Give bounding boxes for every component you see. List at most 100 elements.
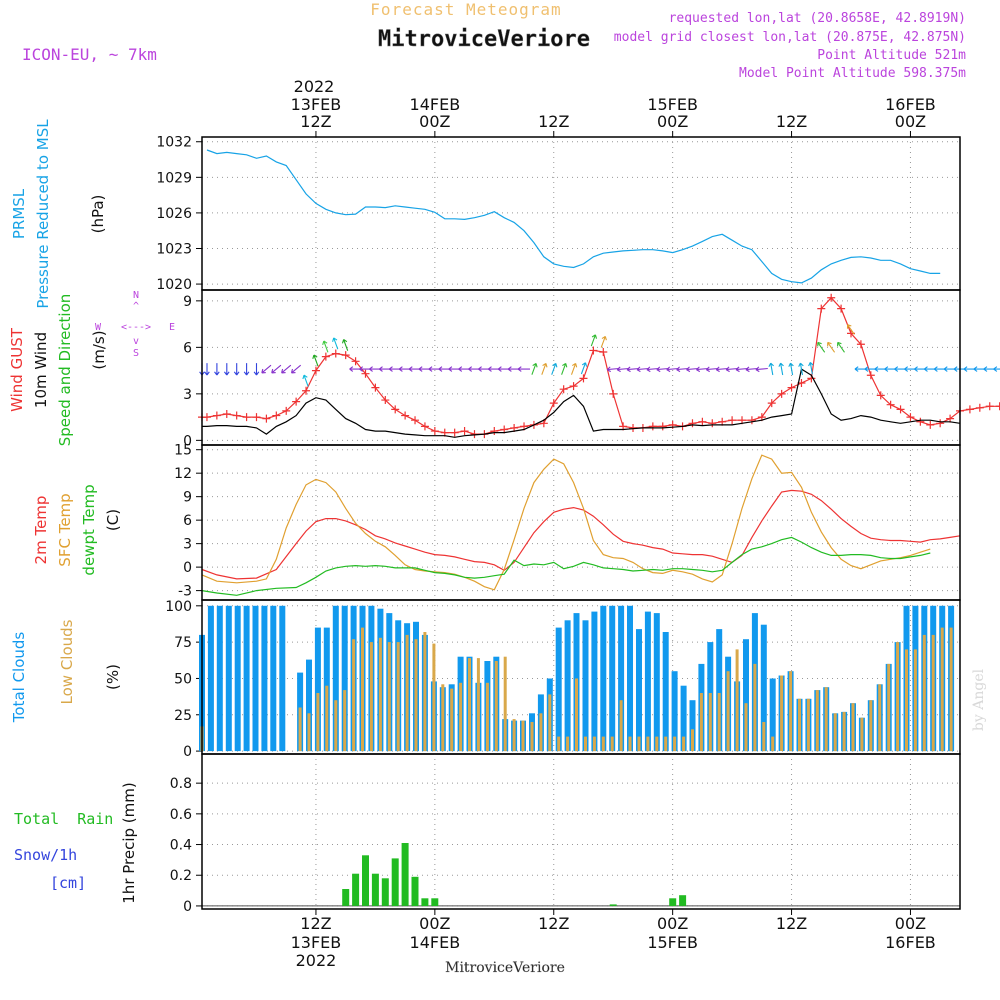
low-cloud-bar: [753, 663, 757, 752]
wind-direction-arrow: [517, 366, 530, 372]
top-date-label: 14FEB: [410, 95, 461, 114]
total-cloud-bar: [306, 659, 312, 752]
wind-10m-label: 10m Wind: [32, 332, 50, 408]
top-hour-label: 12Z: [300, 112, 331, 131]
prmsl-label: PRMSL: [10, 188, 28, 239]
gust-marker: [747, 416, 756, 425]
bottom-hour-label: 12Z: [300, 914, 331, 933]
gust-marker: [827, 293, 836, 302]
gust-marker: [420, 422, 429, 431]
low-cloud-bar: [325, 685, 329, 752]
low-cloud-bar: [655, 736, 659, 752]
y-tick-label: 1026: [156, 206, 192, 222]
y-tick-label: 0: [183, 560, 192, 576]
precip-labels: Total Rain Snow/1h [cm] 1hr Precip (mm): [14, 782, 138, 903]
y-tick-label: 0.2: [170, 868, 192, 884]
gust-marker: [401, 411, 410, 420]
low-cloud-bar: [664, 736, 668, 752]
panel-temperature: -3 0 3 6 9 12 15: [174, 443, 961, 601]
gust-marker: [866, 371, 875, 380]
total-cloud-bar: [716, 629, 723, 752]
low-cloud-bar: [592, 736, 596, 752]
bottom-hour-label: 00Z: [419, 914, 450, 933]
wind-direction-arrow: [993, 366, 1000, 372]
total-cloud-bar: [207, 605, 214, 752]
wind-direction-arrow: [686, 366, 699, 373]
top-hour-label: 00Z: [895, 112, 926, 131]
low-cloud-bar: [387, 642, 391, 752]
y-tick-label: 75: [174, 635, 192, 651]
bottom-hour-label: 12Z: [776, 914, 807, 933]
gust-marker: [936, 419, 945, 428]
wind-unit: (m/s): [90, 330, 108, 369]
gust-marker: [371, 383, 380, 392]
y-tick-label: 0: [183, 744, 192, 760]
series-prmsl: [206, 149, 941, 284]
wind-direction-arrow: [827, 341, 836, 353]
low-cloud-bar: [361, 627, 364, 752]
gust-marker: [896, 405, 905, 414]
bottom-year-label: 2022: [296, 951, 337, 970]
compass-rose: N ^ W <---> E v S: [95, 290, 175, 359]
low-cloud-bar: [396, 642, 400, 752]
model-label: ICON-EU, ~ 7km: [22, 45, 157, 64]
wind-direction-arrow: [817, 341, 826, 353]
wind-direction-arrow: [341, 339, 349, 351]
low-cloud-bar: [378, 637, 382, 752]
gust-marker: [232, 411, 241, 420]
gust-marker: [302, 386, 311, 395]
low-cloud-bar: [646, 736, 650, 752]
gust-marker: [341, 351, 350, 360]
low-cloud-bar: [521, 720, 525, 752]
y-tick-label: 50: [174, 671, 192, 687]
gust-marker: [926, 420, 935, 429]
page-title: MitroviceVeriore: [378, 27, 590, 52]
low-cloud-bar: [405, 634, 409, 752]
series-10m-wind: [202, 368, 961, 438]
total-cloud-bar: [760, 624, 767, 752]
total-cloud-bar: [680, 685, 687, 752]
total-cloud-bar: [636, 629, 642, 752]
gust-marker: [252, 413, 261, 422]
total-cloud-bar: [582, 620, 589, 752]
precip-bar: [381, 878, 389, 906]
compass-south: S: [133, 348, 139, 359]
low-cloud-bar: [851, 703, 855, 752]
gust-marker: [995, 402, 1000, 411]
gust-marker: [688, 419, 697, 428]
wind-direction-arrow: [837, 341, 845, 353]
temp-sfc-label: SFC Temp: [56, 493, 74, 566]
wind-direction-arrow: [798, 362, 804, 376]
low-cloud-bar: [584, 736, 587, 752]
total-cloud-bar: [662, 632, 669, 752]
low-clouds-label: Low Clouds: [58, 619, 76, 704]
wind-direction-arrow: [636, 366, 649, 373]
panel-wind: 0 3 6 9: [183, 289, 1000, 449]
watermark: by Angel: [971, 668, 987, 731]
wind-direction-arrow: [600, 335, 607, 348]
wind-direction-arrow: [735, 366, 749, 373]
y-tick-label: 1020: [156, 277, 192, 293]
total-cloud-bar: [653, 613, 660, 752]
gust-marker: [767, 399, 776, 408]
low-cloud-bar: [628, 736, 632, 752]
cloud-labels: Total Clouds Low Clouds (%): [10, 619, 122, 723]
compass-east: E: [169, 322, 175, 333]
top-hour-label: 12Z: [538, 112, 569, 131]
wind-direction-arrow: [551, 362, 558, 375]
y-tick-label: 0.6: [170, 807, 192, 823]
gust-marker: [262, 414, 271, 423]
total-cloud-bar: [627, 605, 633, 752]
wind-direction-arrow: [322, 340, 329, 353]
wind-direction-arrow: [531, 362, 538, 375]
low-cloud-bar: [414, 639, 418, 752]
panel-pressure: 1020 1023 1026 1029 1032: [156, 135, 961, 293]
gust-marker: [391, 405, 400, 414]
y-tick-label: 3: [183, 537, 192, 553]
gust-marker: [450, 428, 459, 437]
low-cloud-bar: [833, 713, 837, 752]
wind-direction-arrow: [223, 363, 230, 376]
wind-direction-arrow: [281, 364, 292, 374]
top-hour-label: 00Z: [657, 112, 688, 131]
cloud-unit: (%): [104, 664, 122, 690]
